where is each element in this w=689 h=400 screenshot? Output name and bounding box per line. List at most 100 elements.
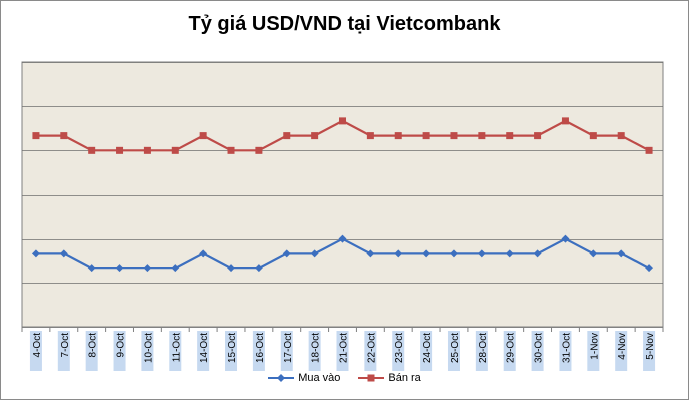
data-point [450, 132, 458, 140]
data-point [477, 249, 486, 258]
legend-marker [268, 374, 295, 382]
data-point [366, 249, 375, 258]
x-tick-label-bg [447, 331, 460, 371]
data-point [311, 132, 319, 140]
data-point [227, 146, 235, 154]
data-point [645, 264, 654, 273]
x-tick-label: 28-Oct [478, 333, 489, 363]
data-point [338, 234, 347, 243]
data-point [143, 264, 152, 273]
x-tick-label-bg [643, 331, 656, 371]
x-tick-label-bg [85, 331, 98, 371]
x-tick-label: 22-Oct [366, 333, 377, 363]
data-point [534, 132, 542, 140]
data-point [422, 249, 431, 258]
x-tick-label-bg [252, 331, 265, 371]
data-point [60, 132, 68, 140]
x-tick-label: 7-Oct [60, 333, 71, 358]
x-tick-label-bg [587, 331, 600, 371]
data-point [31, 249, 40, 258]
x-tick-label: 17-Oct [283, 333, 294, 363]
x-tick-label: 16-Oct [255, 333, 266, 363]
data-point [561, 117, 569, 125]
x-tick-label: 24-Oct [422, 333, 433, 363]
data-point [32, 132, 40, 140]
x-tick-label: 10-Oct [143, 333, 154, 363]
data-point [227, 264, 236, 273]
legend-label: Bán ra [388, 372, 421, 384]
data-point [171, 146, 179, 154]
data-point [645, 146, 653, 154]
data-point [506, 132, 514, 140]
x-tick-label: 21-Oct [339, 333, 350, 363]
x-tick-label-bg [113, 331, 126, 371]
data-point [505, 249, 514, 258]
x-tick-label: 4-Oct [32, 333, 43, 358]
x-tick-label-bg [57, 331, 70, 371]
data-point [87, 264, 96, 273]
x-tick-label-bg [169, 331, 182, 371]
x-tick-label-bg [475, 331, 488, 371]
data-point [533, 249, 542, 258]
x-tick-label-bg [420, 331, 433, 371]
x-tick-label-bg [29, 331, 42, 371]
x-tick-label-bg [615, 331, 628, 371]
data-point [366, 132, 374, 140]
data-point [254, 264, 263, 273]
data-point [255, 146, 263, 154]
x-tick-label: 29-Oct [506, 333, 517, 363]
data-point [617, 249, 626, 258]
x-tick-label: 18-Oct [311, 333, 322, 363]
x-tick-label-bg [225, 331, 238, 371]
data-point [561, 234, 570, 243]
data-point [478, 132, 486, 140]
plot-area [21, 61, 664, 328]
x-tick-label-bg [392, 331, 405, 371]
data-point [88, 146, 96, 154]
data-point [283, 132, 291, 140]
data-point [282, 249, 291, 258]
x-tick-label: 15-Oct [227, 333, 238, 363]
data-point [589, 249, 598, 258]
x-tick-label-bg [336, 331, 349, 371]
x-tick-label-bg [531, 331, 544, 371]
chart-title: Tỷ giá USD/VND tại Vietcombank [188, 13, 501, 35]
x-tick-label: 14-Oct [199, 333, 210, 363]
data-point [617, 132, 625, 140]
x-tick-label: 23-Oct [394, 333, 405, 363]
x-tick-label-bg [308, 331, 321, 371]
x-tick-label-bg [141, 331, 154, 371]
x-tick-label: 1-Nov [589, 333, 600, 360]
data-point [143, 146, 151, 154]
x-tick-label-bg [503, 331, 516, 371]
legend-item-2: Bán ra [358, 372, 421, 384]
data-point [589, 132, 597, 140]
data-point [394, 132, 402, 140]
x-tick-label: 9-Oct [116, 333, 127, 358]
data-point [115, 264, 124, 273]
x-tick-label-bg [280, 331, 293, 371]
x-tick-label: 5-Nov [645, 333, 656, 360]
x-tick-label: 11-Oct [171, 333, 182, 362]
chart-legend: Mua vào Bán ra [0, 372, 689, 384]
data-point [59, 249, 68, 258]
data-point [422, 132, 430, 140]
data-point [449, 249, 458, 258]
x-tick-label: 25-Oct [450, 333, 461, 363]
data-point [199, 132, 207, 140]
data-point [171, 264, 180, 273]
legend-label: Mua vào [298, 372, 341, 384]
data-point [394, 249, 403, 258]
legend-marker [358, 374, 385, 382]
x-tick-label: 8-Oct [88, 333, 99, 358]
data-point [199, 249, 208, 258]
x-tick-label-bg [364, 331, 377, 371]
data-point [339, 117, 346, 125]
data-point [310, 249, 319, 258]
data-point [116, 146, 124, 154]
x-tick-label-bg [197, 331, 210, 371]
x-tick-label-bg [559, 331, 572, 371]
x-tick-label: 30-Oct [534, 333, 545, 363]
x-tick-label: 4-Nov [617, 333, 628, 360]
x-tick-label: 31-Oct [561, 333, 572, 363]
